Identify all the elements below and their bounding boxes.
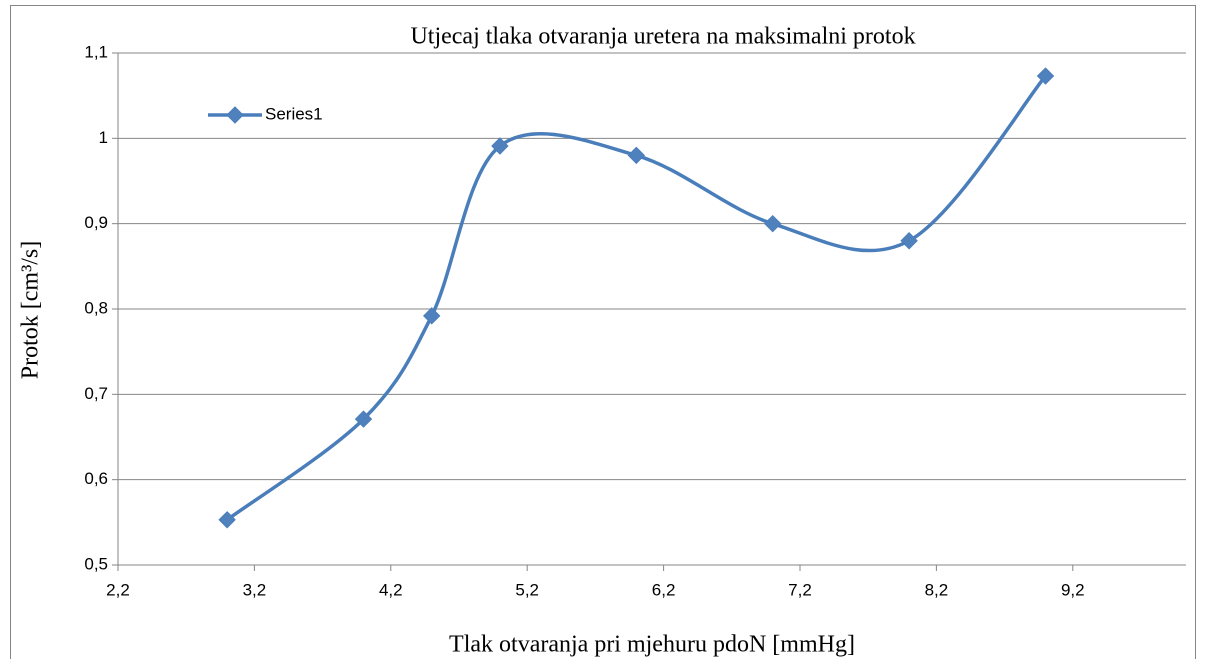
chart-title: Utjecaj tlaka otvaranja uretera na maksi…	[410, 24, 915, 50]
chart-frame	[10, 5, 1196, 659]
x-tick-label: 7,2	[788, 580, 812, 599]
marker	[1036, 67, 1055, 85]
x-tick-label: 8,2	[925, 580, 949, 599]
x-tick-label: 2,2	[106, 580, 130, 599]
marker	[900, 232, 918, 250]
x-tick-label: 9,2	[1061, 580, 1085, 599]
x-axis-label: Tlak otvaranja pri mjehuru pdoN [mmHg]	[449, 632, 855, 658]
y-tick-label: 0,7	[84, 384, 108, 403]
marker	[491, 137, 509, 155]
x-tick-label: 3,2	[243, 580, 267, 599]
y-axis-label: Protok [cm³/s]	[18, 241, 44, 380]
y-tick-label: 0,9	[84, 213, 108, 232]
marker	[764, 214, 782, 233]
marker	[423, 307, 441, 325]
marker	[627, 146, 646, 165]
x-tick-label: 6,2	[652, 580, 676, 599]
y-tick-label: 0,6	[84, 469, 108, 488]
y-tick-label: 0,5	[84, 554, 108, 573]
legend-marker	[226, 106, 244, 124]
x-tick-label: 5,2	[515, 580, 539, 599]
legend-label: Series1	[265, 104, 323, 123]
x-tick-label: 4,2	[379, 580, 403, 599]
y-tick-label: 1,1	[84, 42, 108, 61]
marker	[354, 410, 373, 428]
y-tick-label: 0,8	[84, 298, 108, 317]
marker	[218, 511, 236, 529]
y-tick-label: 1	[99, 128, 108, 147]
